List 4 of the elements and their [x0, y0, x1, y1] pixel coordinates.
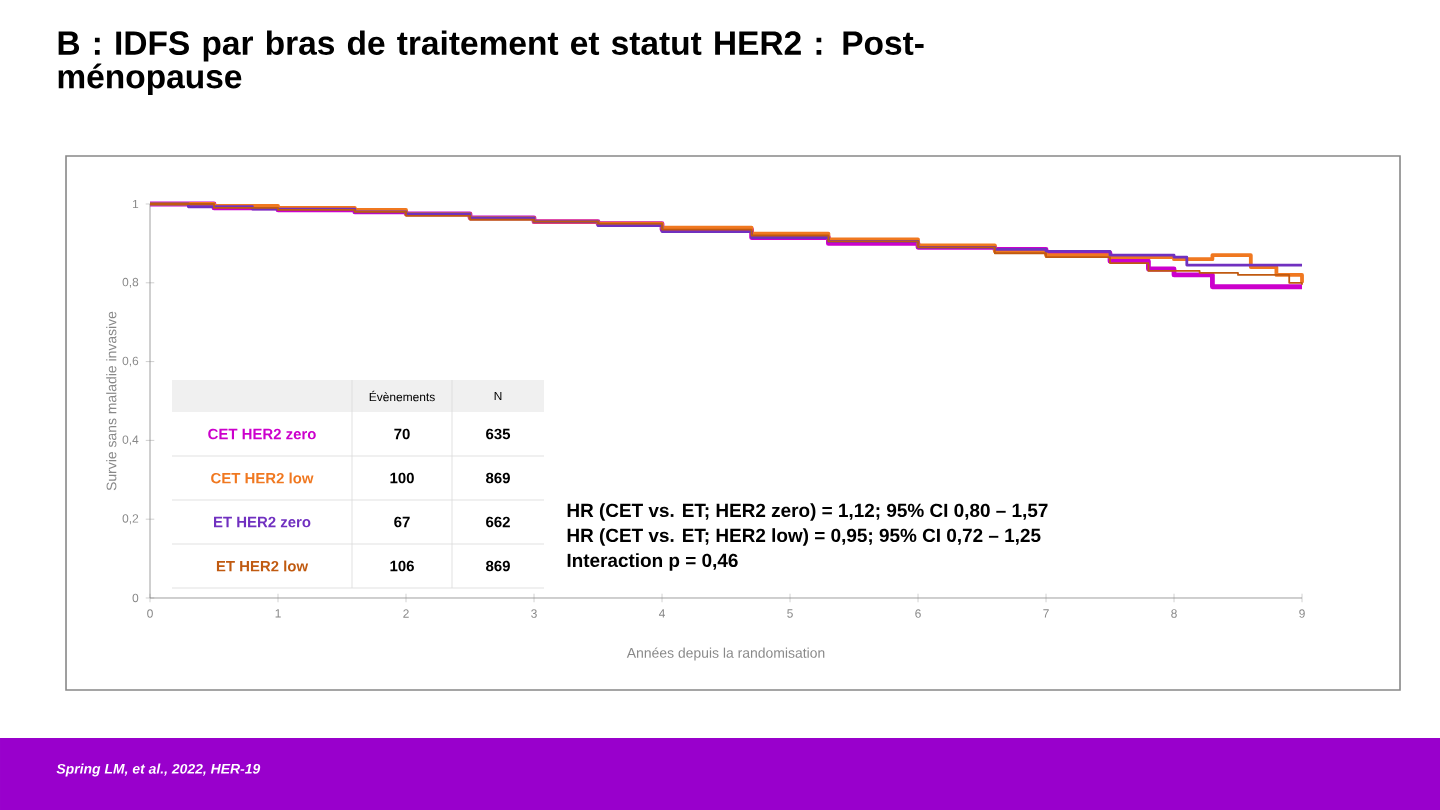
- annotation: HR (CET vs. ET; HER2 zero) = 1,12; 95% CI 0,80 – 1,57: [567, 503, 1048, 521]
- annotation: Interaction p = 0,46: [567, 553, 738, 571]
- chart-title: B : IDFS par bras de traitement et statut HER2 : Post-ménopause: [58, 30, 924, 96]
- annotation: HR (CET vs. ET; HER2 low) = 0,95; 95% CI 0,72 – 1,25: [567, 528, 1041, 546]
